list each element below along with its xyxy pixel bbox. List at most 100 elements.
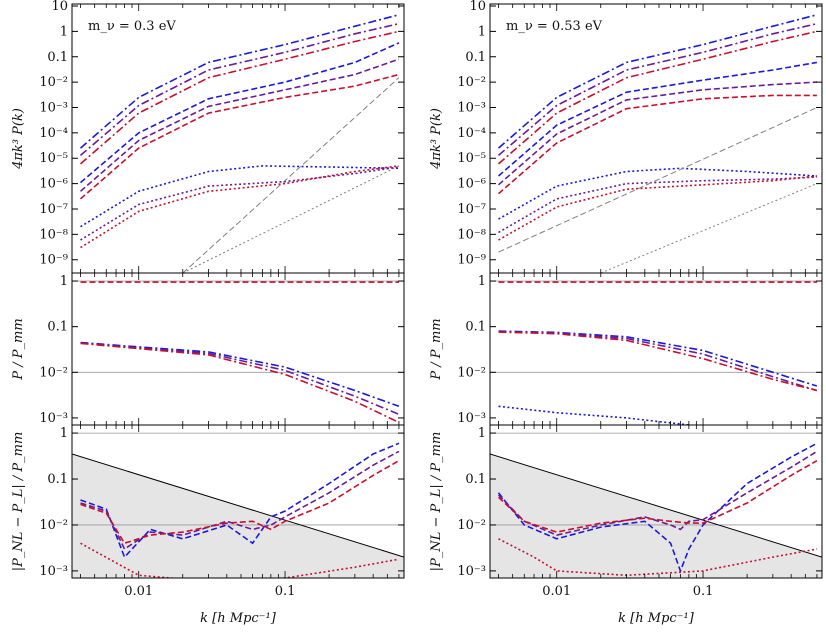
series-line	[182, 77, 400, 273]
mass-annotation: m_ν = 0.53 eV	[506, 19, 603, 34]
shaded-region	[490, 454, 822, 578]
series-line	[80, 165, 399, 228]
panel-left-middle: 1 0.1 10⁻² 10⁻³ P / P_mm	[11, 272, 405, 426]
y-tick-label: 10⁻²	[457, 365, 486, 380]
y-tick-label: 10⁻²	[39, 365, 68, 380]
y-tick-label: 10⁻⁷	[39, 202, 68, 217]
series-line	[80, 542, 400, 578]
y-tick-label: 10⁻⁴	[457, 126, 486, 141]
y-tick-label: 10⁻⁷	[457, 202, 486, 217]
series-line	[79, 14, 400, 149]
series-line	[80, 460, 400, 545]
y-tick-label: 1	[60, 24, 68, 39]
y-tick-label: 1	[60, 274, 68, 289]
series-line	[79, 30, 400, 165]
y-tick-label: 10⁻⁸	[39, 227, 68, 242]
y-axis-label: 4πk³ P(k)	[11, 108, 26, 170]
y-tick-label: 1	[60, 426, 68, 441]
y-tick-label: 1	[478, 274, 486, 289]
series-line	[80, 341, 400, 408]
y-tick-label: 10	[469, 0, 486, 14]
panel-frame	[489, 272, 823, 426]
y-tick-label: 10⁻²	[39, 75, 68, 90]
y-axis-label: |P_NL − P_L| / P_mm	[11, 432, 26, 572]
x-axis-label: k [h Mpc⁻¹]	[200, 611, 277, 626]
series-line	[498, 331, 818, 392]
y-tick-label: 1	[478, 24, 486, 39]
y-tick-label: 10⁻⁵	[39, 151, 68, 166]
y-tick-label: 0.1	[465, 320, 486, 335]
panel-frame	[71, 424, 405, 579]
series-line	[497, 14, 818, 149]
series-line	[497, 22, 818, 157]
series-line	[498, 107, 818, 253]
y-tick-label: 10⁻²	[39, 518, 68, 533]
x-axis-label: k [h Mpc⁻¹]	[618, 611, 695, 626]
series-line	[497, 94, 817, 195]
y-tick-label: 10⁻²	[457, 518, 486, 533]
panel-frame	[71, 272, 405, 426]
panel-frame	[489, 3, 823, 274]
shaded-region	[72, 454, 404, 578]
series-line	[79, 22, 400, 157]
panel-left-bottom: 1 0.1 10⁻² 10⁻³ 0.01 0.1 k [h Mpc⁻¹] |P_NL − P_…	[11, 424, 405, 626]
panel-frame	[489, 424, 823, 579]
series-line	[497, 450, 818, 536]
series-line	[498, 405, 689, 425]
y-tick-label: 0.1	[465, 50, 486, 65]
y-axis-label: P / P_mm	[11, 318, 26, 380]
series-line	[497, 81, 817, 186]
y-tick-label: 10⁻⁸	[457, 227, 486, 242]
series-line	[498, 330, 818, 392]
y-tick-label: 0.1	[47, 320, 68, 335]
series-line	[79, 58, 400, 192]
y-tick-label: 10⁻⁵	[457, 151, 486, 166]
x-tick-label: 0.1	[275, 584, 296, 599]
y-tick-label: 0.1	[465, 472, 486, 487]
mass-annotation: m_ν = 0.3 eV	[88, 19, 176, 34]
series-line	[72, 453, 404, 558]
y-tick-label: 0.1	[47, 472, 68, 487]
series-line	[80, 166, 400, 241]
series-line	[498, 175, 817, 241]
series-line	[80, 342, 400, 424]
y-tick-label: 0.1	[47, 50, 68, 65]
series-line	[80, 450, 400, 551]
series-line	[79, 73, 400, 200]
series-line	[79, 42, 400, 184]
y-tick-label: 10⁻⁹	[39, 253, 68, 268]
y-tick-label: 10⁻³	[39, 411, 68, 426]
x-tick-label: 0.01	[124, 584, 153, 599]
series-line	[490, 453, 822, 558]
series-line	[498, 167, 817, 220]
series-line	[498, 176, 817, 234]
y-tick-label: 10⁻⁹	[457, 253, 486, 268]
y-tick-label: 10⁻⁶	[39, 177, 68, 192]
y-axis-label: P / P_mm	[429, 318, 444, 380]
series-line	[497, 30, 818, 165]
y-tick-label: 10⁻²	[457, 75, 486, 90]
y-tick-label: 10⁻³	[39, 564, 68, 579]
x-tick-label: 0.01	[542, 584, 571, 599]
y-tick-label: 1	[478, 426, 486, 441]
y-tick-label: 10⁻³	[457, 100, 486, 115]
series-line	[497, 61, 818, 177]
panel-left-top: 10 1 0.1 10⁻² 10⁻³ 10⁻⁴ 10⁻⁵ 10⁻⁶ 10⁻⁷ 10⁻⁸ 10⁻⁹ 4π…	[11, 0, 405, 274]
y-tick-label: 10⁻³	[457, 411, 486, 426]
series-line	[80, 165, 400, 249]
series-line	[182, 165, 400, 273]
panel-right-top: 10 1 0.1 10⁻² 10⁻³ 10⁻⁴ 10⁻⁵ 10⁻⁶ 10⁻⁷ 10⁻⁸ 10⁻⁹ 4π…	[429, 0, 823, 274]
panel-frame	[71, 3, 405, 274]
y-axis-label: |P_NL − P_L| / P_mm	[429, 432, 444, 572]
y-tick-label: 10⁻³	[39, 100, 68, 115]
y-axis-label: 4πk³ P(k)	[429, 108, 444, 170]
series-line	[600, 183, 818, 273]
y-tick-label: 10⁻⁶	[457, 177, 486, 192]
series-line	[497, 460, 818, 533]
y-tick-label: 10	[51, 0, 68, 14]
series-line	[80, 342, 400, 416]
y-tick-label: 10⁻⁴	[39, 126, 68, 141]
x-tick-label: 0.1	[693, 584, 714, 599]
series-line	[80, 442, 400, 559]
